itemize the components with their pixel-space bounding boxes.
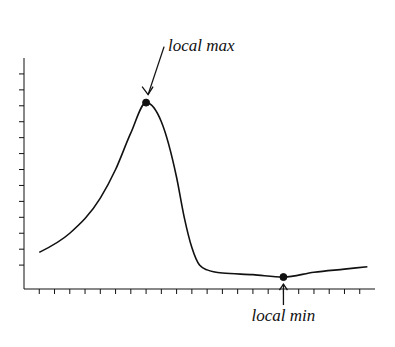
svg-text:local max: local max: [168, 36, 235, 55]
svg-text:local min: local min: [252, 306, 316, 325]
